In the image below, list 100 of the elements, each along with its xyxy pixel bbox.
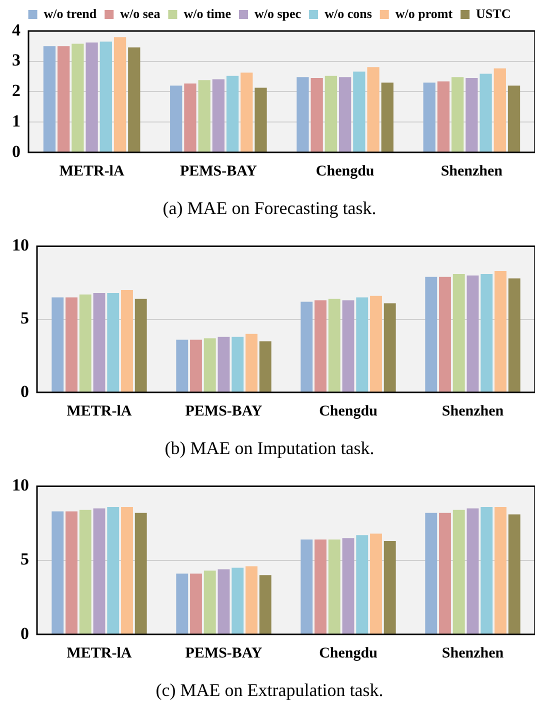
- bar: [324, 76, 338, 152]
- x-tick-label: Shenzhen: [442, 645, 504, 662]
- bar: [107, 506, 120, 634]
- bar: [425, 512, 438, 634]
- bar: [93, 508, 106, 634]
- bar: [494, 68, 506, 152]
- bar: [66, 511, 78, 634]
- bar: [466, 78, 478, 152]
- bar: [218, 569, 230, 634]
- bar: [508, 278, 520, 392]
- bar: [480, 506, 493, 634]
- bar: [170, 86, 182, 152]
- legend-label: USTC: [476, 6, 511, 21]
- y-tick-label: 1: [12, 111, 20, 130]
- y-tick-label: 4: [12, 20, 21, 40]
- bar: [86, 42, 98, 152]
- x-tick-label: Chengdu: [316, 163, 374, 180]
- legend-label: w/o promt: [395, 6, 454, 21]
- x-tick-label: PEMS-BAY: [185, 403, 262, 420]
- bar: [176, 340, 188, 392]
- bar: [439, 276, 451, 392]
- legend-label: w/o cons: [324, 6, 372, 21]
- y-tick-label: 2: [12, 81, 20, 100]
- x-tick-label: METR-lA: [66, 403, 132, 420]
- bar: [212, 79, 225, 152]
- bar: [204, 338, 216, 392]
- bar: [134, 298, 147, 392]
- bar: [52, 297, 64, 392]
- bar: [296, 77, 309, 152]
- y-tick-label: 3: [12, 50, 20, 70]
- bar: [381, 82, 394, 152]
- bar: [218, 336, 230, 392]
- y-tick-label: 0: [12, 142, 20, 161]
- bar: [480, 74, 492, 152]
- bar: [314, 540, 326, 634]
- bar: [494, 271, 506, 392]
- bar: [338, 77, 352, 152]
- bar: [425, 276, 438, 392]
- bar: [190, 340, 202, 392]
- x-tick-label: PEMS-BAY: [180, 163, 258, 180]
- bar: [79, 510, 92, 634]
- bar: [367, 67, 380, 152]
- bar: [300, 302, 313, 392]
- bar: [370, 534, 382, 634]
- bar: [310, 78, 323, 152]
- legend-label: w/o time: [184, 6, 232, 21]
- text: (c) MAE on Extrapulation task.: [156, 680, 384, 700]
- bar: [480, 274, 493, 392]
- bar: [353, 72, 366, 152]
- x-tick-label: PEMS-BAY: [185, 645, 262, 662]
- bar: [232, 336, 244, 392]
- bar: [342, 538, 354, 634]
- legend-label: w/o spec: [254, 6, 302, 21]
- bar: [259, 575, 272, 634]
- bar: [134, 512, 147, 634]
- bar: [128, 47, 140, 152]
- bar: [93, 292, 106, 392]
- y-tick-label: 0: [20, 624, 29, 643]
- bar: [328, 298, 340, 392]
- bar: [437, 81, 450, 152]
- bar: [66, 297, 78, 392]
- bar: [508, 514, 520, 634]
- bar: [384, 541, 396, 634]
- bar: [370, 296, 382, 392]
- bar: [79, 294, 92, 392]
- bar: [508, 86, 520, 152]
- x-tick-label: METR-lA: [59, 163, 124, 180]
- bar: [254, 88, 267, 152]
- bar: [226, 76, 239, 152]
- y-tick-label: 5: [20, 308, 29, 328]
- bar: [190, 574, 202, 634]
- bar: [184, 84, 196, 152]
- x-tick-label: Shenzhen: [442, 403, 504, 420]
- bar: [423, 82, 436, 152]
- legend-label: w/o trend: [44, 6, 98, 21]
- x-tick-label: Shenzhen: [440, 163, 504, 180]
- bar: [328, 540, 340, 634]
- bar: [384, 303, 396, 392]
- bar: [204, 570, 216, 634]
- bar: [466, 275, 479, 392]
- bar: [176, 574, 188, 634]
- bar: [452, 274, 465, 392]
- legend-label: w/o sea: [120, 6, 161, 21]
- bar: [452, 77, 464, 152]
- x-tick-label: Chengdu: [319, 645, 378, 662]
- bar: [494, 506, 506, 634]
- bar: [342, 300, 354, 392]
- y-tick-label: 5: [20, 550, 29, 569]
- bar: [58, 46, 70, 152]
- bar: [198, 80, 210, 152]
- bar: [121, 506, 133, 634]
- y-tick-label: 10: [12, 476, 29, 495]
- x-tick-label: Chengdu: [319, 403, 378, 420]
- y-tick-label: 10: [12, 236, 29, 255]
- x-tick-label: METR-lA: [66, 645, 132, 662]
- bar: [72, 44, 84, 152]
- bar: [100, 42, 112, 152]
- bar: [246, 566, 258, 634]
- bar: [356, 535, 368, 634]
- bar: [259, 341, 272, 392]
